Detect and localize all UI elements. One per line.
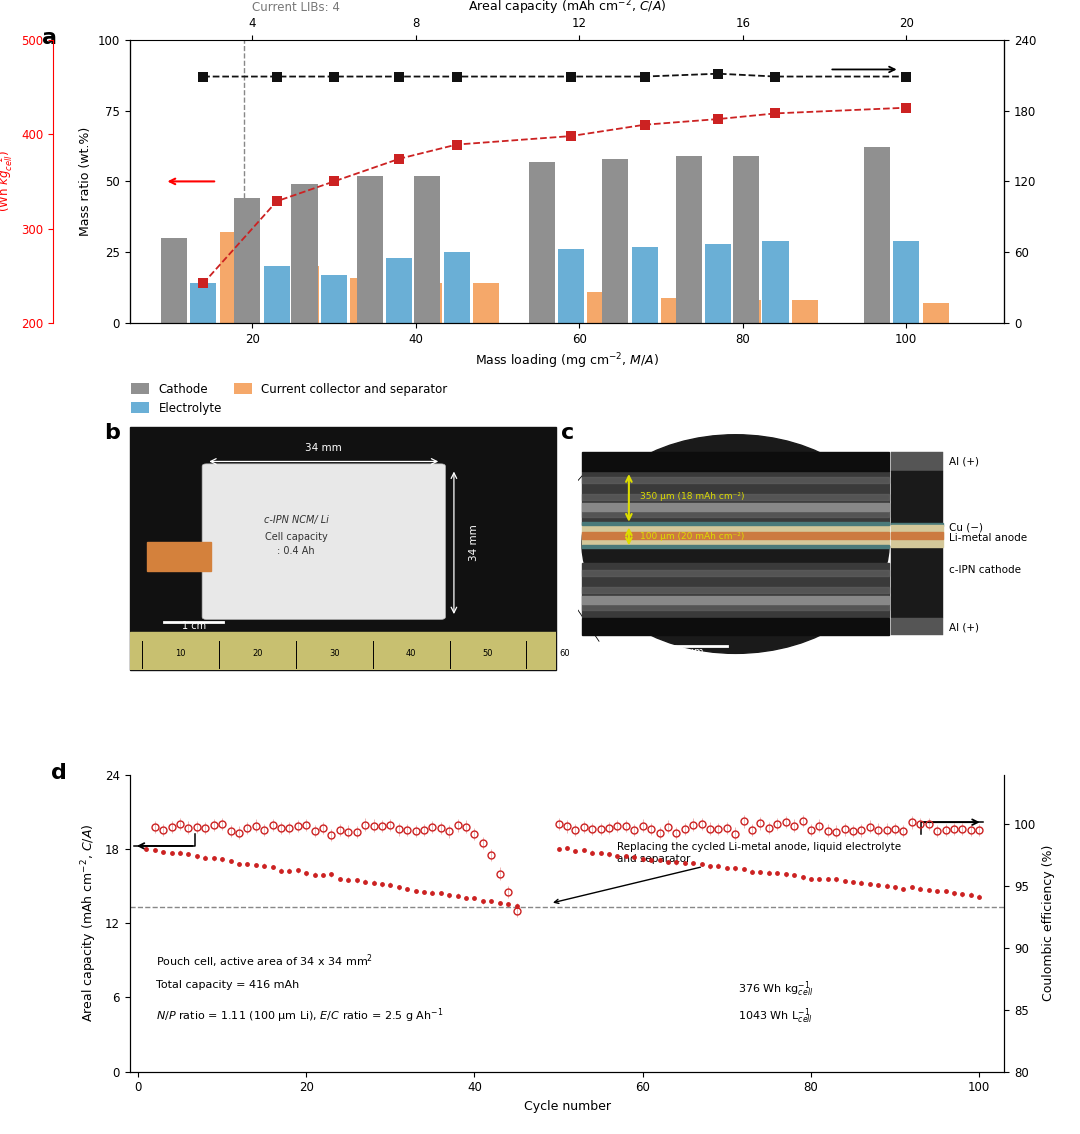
Text: 50: 50 bbox=[483, 649, 494, 658]
Bar bbox=[356, 176, 383, 323]
Bar bbox=[582, 545, 889, 548]
Bar bbox=[582, 477, 889, 483]
Bar bbox=[733, 155, 759, 323]
Bar bbox=[582, 595, 889, 604]
Text: 376 Wh kg$_{cell}^{-1}$: 376 Wh kg$_{cell}^{-1}$ bbox=[738, 980, 813, 999]
Text: 20: 20 bbox=[253, 649, 262, 658]
Text: c-IPN NCM/ Li: c-IPN NCM/ Li bbox=[264, 515, 328, 525]
Bar bbox=[891, 618, 943, 635]
Text: d: d bbox=[51, 763, 67, 782]
Bar bbox=[891, 451, 943, 471]
Bar bbox=[582, 471, 889, 525]
Text: 34 mm: 34 mm bbox=[469, 524, 478, 561]
Text: 10: 10 bbox=[176, 649, 186, 658]
Bar bbox=[350, 278, 377, 323]
Y-axis label: Mass ratio (wt.%): Mass ratio (wt.%) bbox=[79, 127, 92, 236]
Bar bbox=[891, 471, 943, 525]
Text: Pouch cell, active area of 34 x 34 mm$^2$: Pouch cell, active area of 34 x 34 mm$^2… bbox=[156, 953, 373, 971]
Bar bbox=[582, 502, 889, 511]
Text: 250 μm: 250 μm bbox=[665, 646, 703, 657]
Text: Cu (−): Cu (−) bbox=[949, 522, 983, 532]
Bar bbox=[582, 524, 889, 547]
Bar bbox=[582, 451, 889, 471]
X-axis label: Cycle number: Cycle number bbox=[524, 1100, 610, 1112]
Text: 100 μm (20 mAh cm⁻²): 100 μm (20 mAh cm⁻²) bbox=[639, 532, 744, 541]
Bar bbox=[292, 184, 318, 323]
Bar bbox=[387, 257, 413, 323]
FancyBboxPatch shape bbox=[202, 464, 445, 619]
X-axis label: Areal capacity (mAh cm$^{-2}$, $C/A$): Areal capacity (mAh cm$^{-2}$, $C/A$) bbox=[468, 0, 666, 17]
Bar bbox=[582, 522, 889, 525]
Bar bbox=[234, 198, 260, 323]
Bar bbox=[864, 147, 890, 323]
Bar bbox=[321, 274, 347, 323]
Text: 60: 60 bbox=[559, 649, 570, 658]
Bar bbox=[891, 532, 943, 539]
Bar bbox=[582, 532, 889, 539]
Bar bbox=[416, 284, 442, 323]
Text: : 0.4 Ah: : 0.4 Ah bbox=[278, 547, 315, 557]
Bar bbox=[414, 176, 441, 323]
Bar bbox=[588, 291, 613, 323]
Text: Al (+): Al (+) bbox=[949, 457, 978, 466]
Y-axis label: Specific energy of cell
(Wh $kg_{cell}^{-1}$): Specific energy of cell (Wh $kg_{cell}^{… bbox=[0, 117, 16, 246]
Text: Al (+): Al (+) bbox=[949, 623, 978, 633]
Bar bbox=[582, 564, 889, 617]
Bar bbox=[190, 284, 216, 323]
Ellipse shape bbox=[582, 434, 889, 653]
Bar bbox=[219, 232, 245, 323]
Bar bbox=[893, 240, 919, 323]
X-axis label: Mass loading (mg cm$^{-2}$, $M/A$): Mass loading (mg cm$^{-2}$, $M/A$) bbox=[475, 352, 659, 371]
Bar bbox=[891, 525, 943, 547]
Bar bbox=[582, 586, 889, 593]
Bar bbox=[582, 603, 889, 610]
Bar bbox=[130, 632, 556, 670]
Text: c: c bbox=[561, 423, 573, 442]
Text: 1 cm: 1 cm bbox=[181, 621, 205, 632]
Bar bbox=[582, 511, 889, 517]
Text: Total capacity = 416 mAh: Total capacity = 416 mAh bbox=[156, 980, 299, 990]
Text: Cell capacity: Cell capacity bbox=[265, 532, 327, 542]
Text: b: b bbox=[104, 423, 120, 442]
Bar bbox=[705, 244, 731, 323]
Bar bbox=[792, 301, 818, 323]
Bar bbox=[558, 249, 584, 323]
Text: 30: 30 bbox=[329, 649, 340, 658]
Bar bbox=[661, 297, 687, 323]
Text: $N/P$ ratio = 1.11 (100 μm Li), $E/C$ ratio = 2.5 g Ah$^{-1}$: $N/P$ ratio = 1.11 (100 μm Li), $E/C$ ra… bbox=[156, 1006, 443, 1025]
Text: 350 μm (18 mAh cm⁻²): 350 μm (18 mAh cm⁻²) bbox=[639, 492, 744, 501]
Bar bbox=[762, 240, 788, 323]
Bar bbox=[473, 284, 499, 323]
Bar bbox=[582, 494, 889, 500]
Y-axis label: Areal capacity (mAh cm$^{-2}$, $C/A$): Areal capacity (mAh cm$^{-2}$, $C/A$) bbox=[80, 824, 99, 1023]
Bar bbox=[676, 155, 702, 323]
Legend: Cathode, Electrolyte, Current collector and separator: Cathode, Electrolyte, Current collector … bbox=[126, 378, 451, 420]
Bar bbox=[147, 542, 211, 570]
Bar bbox=[734, 301, 760, 323]
Bar bbox=[922, 303, 949, 323]
Bar bbox=[582, 618, 889, 635]
Text: c-IPN cathode: c-IPN cathode bbox=[949, 565, 1021, 575]
Bar bbox=[264, 266, 289, 323]
Text: Current LIBs: 4: Current LIBs: 4 bbox=[252, 1, 340, 15]
Text: 34 mm: 34 mm bbox=[306, 443, 342, 452]
Bar bbox=[161, 238, 187, 323]
Bar bbox=[632, 246, 658, 323]
Bar bbox=[891, 523, 943, 525]
Bar bbox=[293, 266, 320, 323]
Text: a: a bbox=[42, 28, 57, 49]
Bar bbox=[528, 161, 555, 323]
Text: 1043 Wh L$_{cell}^{-1}$: 1043 Wh L$_{cell}^{-1}$ bbox=[738, 1006, 812, 1026]
Y-axis label: Coulombic efficiency (%): Coulombic efficiency (%) bbox=[1042, 845, 1055, 1001]
Text: Replacing the cycled Li-metal anode, liquid electrolyte
and separator: Replacing the cycled Li-metal anode, liq… bbox=[554, 843, 902, 904]
Bar bbox=[603, 159, 629, 323]
Text: 40: 40 bbox=[406, 649, 417, 658]
Text: Li-metal anode: Li-metal anode bbox=[949, 533, 1027, 543]
Bar bbox=[582, 569, 889, 576]
Bar bbox=[891, 547, 943, 618]
Bar bbox=[444, 252, 470, 323]
